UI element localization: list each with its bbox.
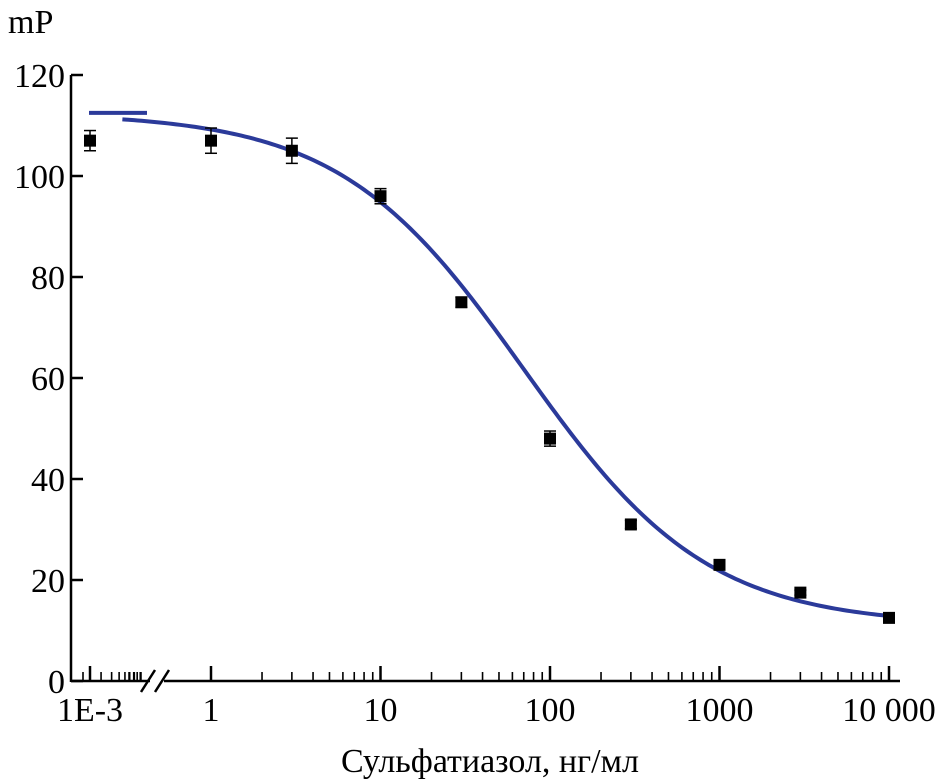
data-point-1 bbox=[205, 134, 217, 147]
data-point-8 bbox=[794, 586, 807, 599]
x-tick-label-1000: 1000 bbox=[686, 692, 754, 729]
y-tick-label-60: 60 bbox=[31, 361, 65, 398]
x-tick-label-100: 100 bbox=[525, 692, 576, 729]
fit-curve-line bbox=[122, 117, 890, 618]
y-tick-label-120: 120 bbox=[14, 58, 65, 95]
x-tick-label-1E-3: 1E-3 bbox=[57, 692, 123, 729]
data-point-2 bbox=[285, 144, 298, 157]
data-point-3 bbox=[374, 190, 387, 203]
axes: 0 20 40 60 80 100 120 1E-3 1 10 100 1000 10 000 bbox=[14, 58, 936, 729]
data-point-5 bbox=[544, 432, 556, 445]
fit-curve-group bbox=[89, 110, 890, 618]
axis-break-mark-1 bbox=[139, 669, 157, 693]
data-markers bbox=[84, 134, 895, 624]
x-tick-label-1: 1 bbox=[203, 692, 220, 729]
y-tick-label-80: 80 bbox=[31, 260, 65, 297]
y-tick-label-40: 40 bbox=[31, 462, 65, 499]
y-tick-label-0: 0 bbox=[48, 664, 65, 701]
x-axis-label: Сульфатиазол, нг/мл bbox=[341, 743, 639, 780]
labels: mP Сульфатиазол, нг/мл bbox=[8, 4, 639, 780]
y-axis-label: mP bbox=[8, 4, 53, 41]
data-point-0 bbox=[84, 134, 96, 147]
y-tick-label-20: 20 bbox=[31, 563, 65, 600]
data-point-9 bbox=[883, 611, 895, 624]
x-tick-label-10: 10 bbox=[364, 692, 398, 729]
error-bars bbox=[84, 127, 895, 622]
x-tick-label-10 000: 10 000 bbox=[842, 692, 936, 729]
data-point-4 bbox=[455, 296, 468, 309]
axis-break-mark-2 bbox=[153, 669, 171, 693]
data-point-6 bbox=[624, 518, 637, 531]
data-point-7 bbox=[713, 558, 726, 571]
y-tick-label-100: 100 bbox=[14, 159, 65, 196]
